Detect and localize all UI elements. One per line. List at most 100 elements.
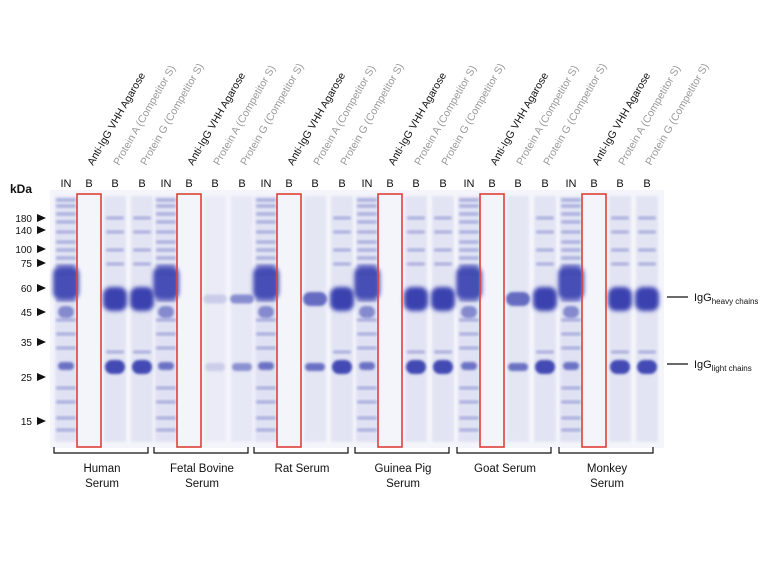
light-chain-band xyxy=(535,360,555,374)
lane-code-bound: B xyxy=(488,178,495,190)
sample-group-6: Monkey Serum xyxy=(558,447,654,490)
input-minor-band xyxy=(156,248,176,252)
input-minor-band xyxy=(56,346,76,350)
input-minor-band xyxy=(561,400,581,404)
lane-smear xyxy=(331,196,353,442)
marker-arrow-icon xyxy=(37,226,46,234)
lane-code-bound: B xyxy=(616,178,623,190)
light-chain-band xyxy=(433,360,453,374)
lane-code-bound: B xyxy=(211,178,218,190)
elution-minor-band xyxy=(536,350,554,354)
elution-minor-band xyxy=(638,230,656,234)
input-minor-band xyxy=(156,416,176,420)
input-minor-band xyxy=(561,346,581,350)
elution-minor-band xyxy=(333,230,351,234)
input-minor-band xyxy=(56,212,76,216)
input-minor-band xyxy=(357,318,377,322)
lane-code-input: IN xyxy=(61,178,72,190)
lane-protein-g-5 xyxy=(533,196,557,442)
input-major-band xyxy=(53,266,79,300)
lane-code-bound: B xyxy=(439,178,446,190)
lane-code-bound: B xyxy=(138,178,145,190)
input-minor-band xyxy=(156,220,176,224)
lane-protein-g-3 xyxy=(330,196,354,442)
group-bracket xyxy=(53,447,149,454)
input-minor-band xyxy=(459,386,479,390)
light-chain-annotation: IgGlight chains xyxy=(667,359,752,373)
lane-group-4 xyxy=(354,196,455,442)
input-minor-band xyxy=(56,198,76,202)
lane-group-6 xyxy=(558,196,659,442)
vhh-lane-highlights xyxy=(76,193,607,448)
marker-arrow-icon xyxy=(37,338,46,346)
elution-minor-band xyxy=(611,216,629,220)
lane-protein-a-3 xyxy=(303,196,327,442)
light-chain-label: IgGlight chains xyxy=(694,359,752,373)
lane-protein-g-6 xyxy=(635,196,659,442)
light-chain-band xyxy=(105,360,125,374)
elution-minor-band xyxy=(434,248,452,252)
lane-code-bound: B xyxy=(412,178,419,190)
input-minor-band xyxy=(256,248,276,252)
lane-smear xyxy=(609,196,631,442)
input-minor-band xyxy=(357,198,377,202)
input-minor-band xyxy=(459,346,479,350)
elution-minor-band xyxy=(106,216,124,220)
input-band-45 xyxy=(258,306,274,318)
lane-codes: IN B B B IN B B B IN B B B IN B B B IN B B B IN B B B xyxy=(61,178,651,190)
input-minor-band xyxy=(56,204,76,208)
input-minor-band xyxy=(256,318,276,322)
lane-protein-a-4 xyxy=(404,196,428,442)
elution-minor-band xyxy=(536,262,554,266)
input-minor-band xyxy=(256,346,276,350)
lane-smear xyxy=(534,196,556,442)
lane-code-bound: B xyxy=(386,178,393,190)
elution-minor-band xyxy=(536,230,554,234)
elution-minor-band xyxy=(434,262,452,266)
light-chain-label-sub: light chains xyxy=(712,364,752,373)
input-major-band xyxy=(253,266,279,300)
input-minor-band xyxy=(56,400,76,404)
marker-label-100: 100 xyxy=(15,245,32,256)
lane-smear xyxy=(131,196,153,442)
lane-group-3 xyxy=(253,196,354,442)
light-chain-band xyxy=(610,360,630,374)
input-minor-band xyxy=(156,318,176,322)
elution-minor-band xyxy=(434,230,452,234)
heavy-chain-band xyxy=(103,287,127,311)
heavy-chain-band xyxy=(635,287,659,311)
input-band-25 xyxy=(58,362,74,370)
vhh-highlight-box-1 xyxy=(76,193,102,448)
group-bracket xyxy=(253,447,349,454)
lane-protein-a-2 xyxy=(203,196,227,442)
lane-smear xyxy=(304,196,326,442)
input-minor-band xyxy=(561,212,581,216)
elution-minor-band xyxy=(133,216,151,220)
input-minor-band xyxy=(357,416,377,420)
elution-minor-band xyxy=(611,350,629,354)
input-minor-band xyxy=(256,198,276,202)
marker-label-60: 60 xyxy=(21,284,33,295)
sample-groups: Human Serum Fetal Bovine Serum Rat Serum Guin… xyxy=(53,447,654,490)
marker-arrow-icon xyxy=(37,417,46,425)
input-minor-band xyxy=(459,332,479,336)
lane-code-bound: B xyxy=(338,178,345,190)
gel-lanes xyxy=(53,196,659,442)
input-minor-band xyxy=(459,318,479,322)
input-minor-band xyxy=(357,386,377,390)
elution-minor-band xyxy=(611,230,629,234)
lane-smear xyxy=(231,196,253,442)
group-bracket xyxy=(558,447,654,454)
input-minor-band xyxy=(357,212,377,216)
input-minor-band xyxy=(256,212,276,216)
input-band-25 xyxy=(359,362,375,370)
elution-minor-band xyxy=(638,216,656,220)
heavy-chain-label-sub: heavy chains xyxy=(712,297,759,306)
vhh-highlight-box-3 xyxy=(276,193,302,448)
elution-minor-band xyxy=(106,248,124,252)
input-band-45 xyxy=(563,306,579,318)
input-band-45 xyxy=(58,306,74,318)
lane-input-3 xyxy=(253,196,279,442)
input-minor-band xyxy=(156,212,176,216)
